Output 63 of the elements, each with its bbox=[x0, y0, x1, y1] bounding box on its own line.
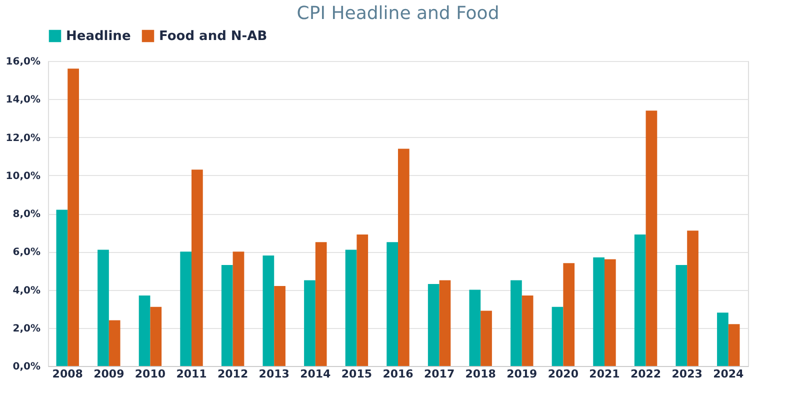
x-tick-label: 2018 bbox=[465, 368, 496, 380]
legend-label: Headline bbox=[66, 29, 131, 44]
bar bbox=[439, 280, 451, 366]
bar bbox=[386, 242, 398, 366]
x-tick-label: 2016 bbox=[382, 368, 414, 380]
x-tick-label: 2013 bbox=[258, 368, 290, 380]
y-tick-label: 4,0% bbox=[12, 285, 40, 296]
y-tick-label: 6,0% bbox=[12, 247, 40, 258]
bar bbox=[304, 280, 316, 366]
bar bbox=[510, 280, 522, 366]
x-tick-label: 2012 bbox=[217, 368, 248, 380]
bar bbox=[345, 250, 357, 366]
chart-title: CPI Headline and Food bbox=[296, 3, 500, 24]
y-tick-label: 8,0% bbox=[12, 209, 40, 220]
y-tick-label: 2,0% bbox=[12, 323, 40, 334]
x-tick-label: 2011 bbox=[176, 368, 207, 380]
x-tick-label: 2009 bbox=[94, 368, 124, 380]
x-tick-label: 2024 bbox=[713, 368, 744, 380]
bar bbox=[262, 255, 274, 366]
bar bbox=[56, 210, 68, 366]
bar bbox=[150, 306, 162, 366]
x-tick-label: 2023 bbox=[672, 368, 702, 380]
y-tick-label: 14,0% bbox=[6, 94, 40, 106]
y-tick-label: 0,0% bbox=[12, 362, 40, 372]
y-tick-label: 10,0% bbox=[6, 170, 40, 182]
x-tick-label: 2020 bbox=[548, 368, 579, 380]
bar bbox=[356, 234, 368, 366]
bar bbox=[469, 290, 481, 366]
bar bbox=[604, 259, 616, 366]
bar bbox=[552, 306, 564, 366]
bar bbox=[428, 284, 440, 366]
y-tick-label: 16,0% bbox=[6, 56, 40, 68]
bar bbox=[138, 295, 150, 366]
x-tick-label: 2010 bbox=[134, 368, 166, 380]
x-tick-label: 2021 bbox=[589, 368, 620, 380]
x-tick-label: 2017 bbox=[424, 368, 455, 380]
bar bbox=[274, 286, 286, 366]
bar bbox=[398, 148, 410, 366]
bar bbox=[687, 230, 698, 366]
bar bbox=[563, 263, 575, 366]
legend-label: Food and N-AB bbox=[159, 29, 268, 44]
bar bbox=[98, 250, 109, 366]
bar bbox=[232, 252, 244, 366]
x-tick-label: 2022 bbox=[630, 368, 662, 380]
bar bbox=[68, 68, 79, 366]
y-tick-label: 12,0% bbox=[6, 132, 40, 144]
x-tick-label: 2014 bbox=[300, 368, 332, 380]
bar bbox=[728, 324, 740, 366]
bar bbox=[315, 242, 327, 366]
bar bbox=[180, 252, 192, 366]
x-tick-label: 2019 bbox=[506, 368, 538, 380]
bar bbox=[717, 312, 728, 366]
x-tick-label: 2015 bbox=[341, 368, 372, 380]
bar bbox=[676, 264, 688, 366]
bar bbox=[634, 234, 646, 366]
bar bbox=[646, 110, 658, 366]
bar bbox=[108, 320, 120, 366]
bar bbox=[221, 264, 233, 366]
bar bbox=[480, 310, 492, 366]
bar bbox=[192, 170, 203, 366]
bar bbox=[522, 295, 534, 366]
bar bbox=[593, 257, 604, 366]
x-tick-label: 2008 bbox=[52, 368, 83, 380]
